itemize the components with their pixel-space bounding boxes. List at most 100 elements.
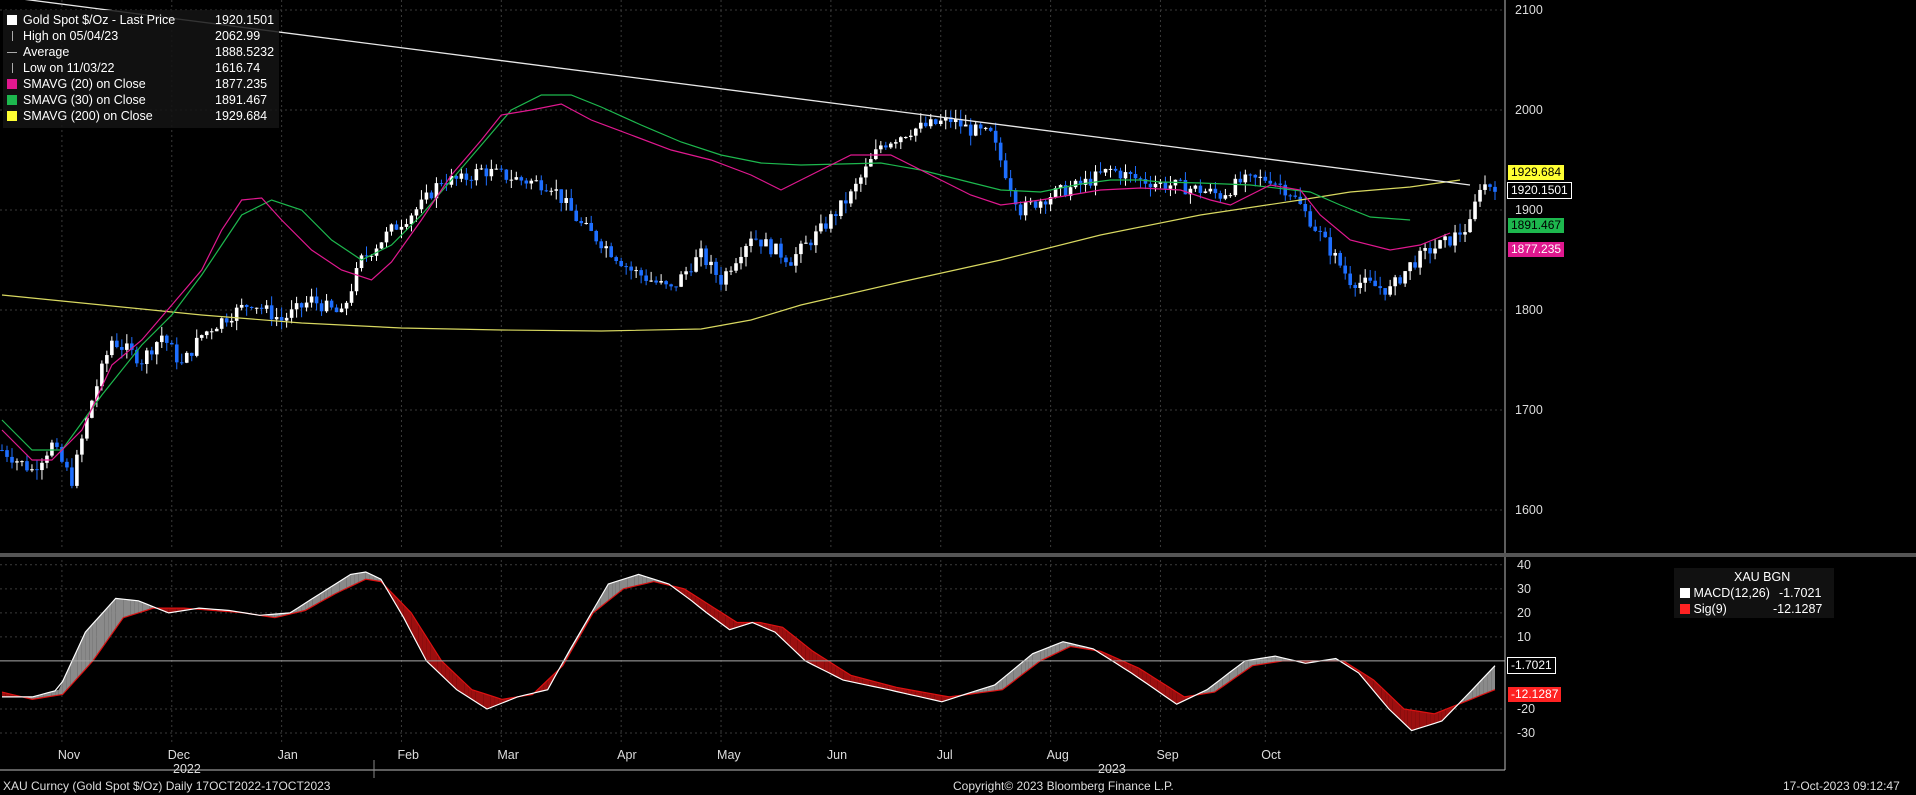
candle-body	[389, 224, 394, 232]
candle-body	[194, 337, 199, 356]
macd-histogram-area	[1135, 666, 1139, 679]
candle-body	[1228, 195, 1233, 197]
candle-body	[764, 239, 768, 247]
candle-body	[334, 307, 339, 313]
candle-body	[559, 189, 564, 203]
macd-histogram-area	[1161, 682, 1166, 697]
candle-body	[319, 303, 324, 312]
candle-body	[404, 224, 409, 227]
candle-body	[774, 243, 778, 255]
panel-separator	[0, 553, 1916, 557]
candle-body	[789, 262, 793, 266]
candle-body	[973, 124, 978, 136]
candle-body	[594, 230, 599, 242]
macd-histogram-area	[1241, 660, 1245, 674]
candle-body	[479, 168, 484, 170]
signal-line	[1, 578, 1496, 715]
candle-body	[130, 343, 134, 350]
macd-histogram-area	[58, 681, 63, 696]
candle-body	[1493, 186, 1497, 192]
candle-body	[1108, 168, 1113, 170]
legend-label: Low on 11/03/22	[23, 61, 115, 75]
macd-histogram-area	[915, 690, 919, 697]
candle-body	[309, 296, 314, 303]
candle-body	[259, 307, 264, 309]
macd-histogram-area	[911, 690, 916, 696]
candle-body	[1003, 160, 1008, 179]
macd-histogram-area	[1233, 666, 1238, 679]
candle-body	[1128, 172, 1133, 174]
macd-histogram-area	[362, 572, 366, 581]
candle-body	[1138, 178, 1143, 180]
macd-histogram-area	[873, 681, 878, 688]
macd-histogram-area	[600, 590, 605, 607]
candle-body	[204, 331, 209, 336]
candle-body	[624, 266, 628, 268]
candle-body	[105, 355, 109, 364]
candle-body	[1268, 180, 1273, 184]
candle-body	[80, 438, 84, 455]
candle-body	[574, 210, 579, 221]
candle-body	[409, 215, 414, 225]
candle-body	[894, 142, 898, 144]
macd-histogram-area	[608, 582, 613, 601]
macd-histogram-area	[77, 640, 82, 678]
candle-body	[314, 296, 319, 304]
candle-body	[219, 318, 224, 329]
month-tick-label: May	[717, 748, 741, 762]
candle-body	[779, 243, 783, 258]
macd-histogram-area	[479, 692, 484, 707]
legend-label: SMAVG (200) on Close	[23, 109, 153, 123]
candle-body	[1323, 231, 1328, 238]
macd-histogram-area	[55, 689, 59, 696]
macd-histogram-area	[358, 572, 362, 583]
candle-body	[1348, 273, 1352, 286]
legend-row-signal: Sig(9)	[1680, 601, 1727, 617]
macd-histogram-area	[1017, 663, 1022, 679]
candle-body	[274, 317, 279, 320]
macd-histogram-area	[1483, 673, 1488, 695]
candle-body	[654, 280, 658, 283]
macd-histogram-area	[415, 618, 419, 647]
macd-histogram-area	[1142, 670, 1147, 684]
price-tick-label: 2100	[1515, 3, 1543, 17]
macd-histogram-area	[335, 581, 340, 594]
macd-histogram-area	[422, 630, 427, 661]
candle-body	[294, 303, 299, 310]
candle-body	[943, 117, 948, 121]
macd-histogram-area	[1468, 689, 1473, 701]
candle-body	[519, 177, 524, 181]
candle-body	[154, 342, 159, 355]
candle-body	[1318, 230, 1323, 232]
macd-histogram-area	[794, 636, 798, 654]
candle-body	[1488, 184, 1492, 187]
candle-body	[814, 231, 818, 246]
macd-line	[2, 571, 1496, 732]
candle-body	[1143, 179, 1148, 184]
macd-histogram-area	[1051, 644, 1056, 656]
candle-body	[339, 308, 344, 313]
candle-body	[1043, 201, 1048, 205]
candle-body	[120, 347, 124, 350]
candle-body	[1168, 185, 1173, 189]
price-tag-last: 1920.1501	[1507, 181, 1572, 199]
macd-histogram-area	[392, 593, 397, 605]
candle-body	[664, 281, 668, 285]
candle-body	[324, 300, 329, 312]
macd-histogram-area	[1423, 712, 1427, 727]
month-tick-label: Mar	[497, 748, 519, 762]
candle-body	[1253, 174, 1258, 178]
candle-body	[849, 191, 853, 204]
candle-body	[349, 291, 354, 303]
macd-histogram-area	[623, 578, 628, 589]
candle-body	[1218, 193, 1223, 199]
candle-body	[1308, 211, 1313, 227]
candle-body	[589, 222, 594, 231]
candle-body	[534, 180, 539, 182]
candle-body	[799, 243, 803, 255]
legend-value: 1877.235	[215, 77, 268, 91]
candle-body	[524, 180, 529, 184]
candle-body	[100, 363, 104, 387]
macd-histogram-area	[1476, 681, 1480, 698]
